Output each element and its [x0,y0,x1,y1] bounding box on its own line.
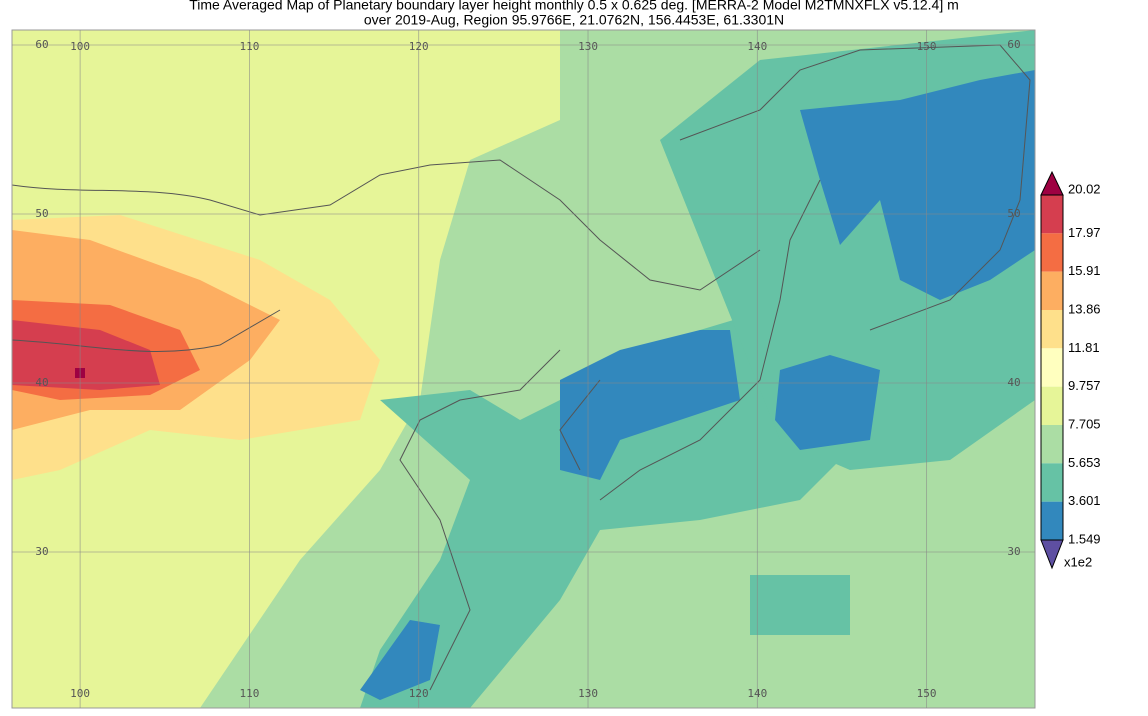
colorbar-band [1041,501,1063,540]
colorbar-band [1041,310,1063,349]
lon-label: 110 [239,40,259,53]
lat-label: 30 [35,545,48,558]
colorbar-band [1041,233,1063,272]
colorbar-scale: x1e2 [1064,554,1092,569]
colorbar-label: 17.97 [1068,225,1101,240]
colorbar-label: 3.601 [1068,493,1101,508]
colorbar-band [1041,386,1063,425]
lon-label: 120 [409,40,429,53]
field-region [360,620,440,700]
title-line: Time Averaged Map of Planetary boundary … [189,0,959,13]
colorbar-band [1041,463,1063,502]
colorbar-band [1041,195,1063,234]
lat-label: 50 [1007,207,1020,220]
lon-label: 100 [70,40,90,53]
coastline [11,44,1031,691]
lat-label: 60 [35,38,48,51]
field-region [750,575,850,635]
colorbar-label: 11.81 [1068,340,1100,355]
colorbar-label: 20.02 [1068,181,1101,196]
colorbar-band [1041,425,1063,464]
field-region [12,320,160,390]
colorbar-band [1041,348,1063,387]
lon-label: 140 [747,40,767,53]
field-region [560,330,740,480]
field-region [800,70,1035,300]
lat-label: 50 [35,207,48,220]
lat-label: 30 [1007,545,1020,558]
lon-label: 110 [239,687,259,700]
lon-label: 100 [70,687,90,700]
colorbar-label: 15.91 [1068,263,1101,278]
title-line: over 2019-Aug, Region 95.9766E, 21.0762N… [364,12,784,28]
lat-label: 40 [1007,376,1020,389]
colorbar-label: 5.653 [1068,455,1101,470]
lat-label: 40 [35,376,48,389]
lon-label: 150 [917,40,937,53]
colorbar-under [1040,539,1064,570]
field-region [775,355,880,450]
lon-label: 130 [578,687,598,700]
lon-label: 150 [917,687,937,700]
lon-label: 130 [578,40,598,53]
map-frame [11,29,1036,709]
colorbar-band [1041,271,1063,310]
colorbar-label: 7.705 [1068,416,1101,431]
colorbar-frame [1040,194,1064,541]
field-region [360,300,880,708]
lon-label: 140 [747,687,767,700]
lat-label: 60 [1007,38,1020,51]
colorbar-label: 9.757 [1068,378,1101,393]
map-field [11,30,1035,708]
colorbar-label: 1.549 [1068,531,1101,546]
colorbar-label: 13.86 [1068,301,1101,316]
colorbar-over [1040,170,1064,196]
lon-label: 120 [409,687,429,700]
